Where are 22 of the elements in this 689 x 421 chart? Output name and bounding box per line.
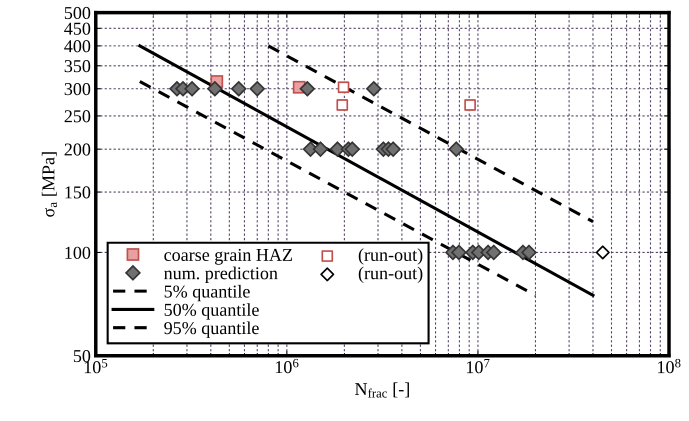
y-tick-label: 500 xyxy=(64,6,90,20)
y-tick-label: 200 xyxy=(64,143,90,156)
x-tick-label: 10$^{7}$ xyxy=(466,359,490,374)
legend-label: coarse grain HAZ xyxy=(164,248,292,265)
legend-label: (run-out) xyxy=(358,248,422,265)
legend-label: 50% quantile xyxy=(164,303,259,320)
y-tick-label: 300 xyxy=(64,83,90,96)
y-tick-label: 450 xyxy=(64,22,90,35)
legend-label: 95% quantile xyxy=(164,321,259,338)
x-tick-label: 10$^{6}$ xyxy=(276,358,298,374)
legend-label: num. prediction xyxy=(164,266,278,283)
legend-label: 5% quantile xyxy=(164,284,250,302)
y-tick-label: 400 xyxy=(64,40,90,52)
y-tick-label: 100 xyxy=(65,246,90,259)
y-axis-title: σ$_{a}$ [MPa] xyxy=(42,152,57,217)
x-axis-title: N$_{frac}$ [-] xyxy=(355,382,409,398)
y-tick-label: 150 xyxy=(65,186,90,198)
y-tick-label: 50 xyxy=(74,350,90,362)
y-tick-label: 350 xyxy=(64,60,90,72)
x-tick-label: 10$^{8}$ xyxy=(658,358,681,374)
legend-label: (run-out) xyxy=(358,266,422,283)
y-tick-label: 250 xyxy=(64,110,90,122)
